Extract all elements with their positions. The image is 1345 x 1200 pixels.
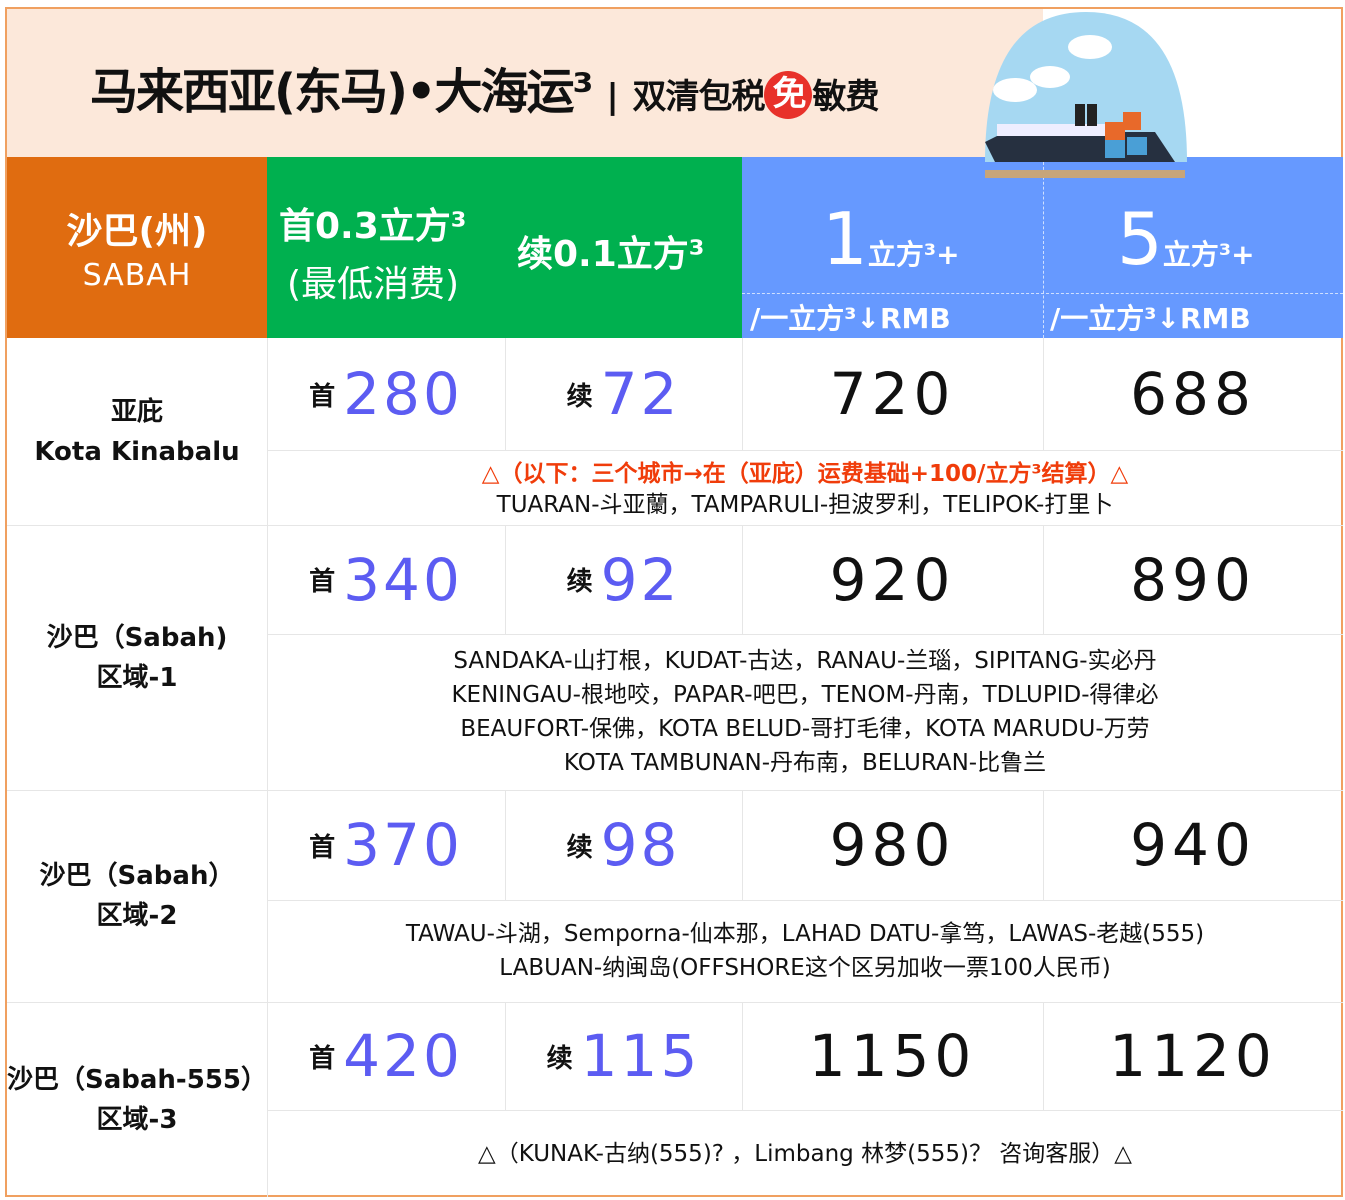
header-region-en: SABAH — [82, 258, 192, 293]
region-cell: 沙巴（Sabah） 区域-2 — [39, 861, 235, 931]
table-frame — [5, 7, 1343, 1197]
tier1-price: 920 — [829, 545, 956, 614]
tier1-price: 1150 — [808, 1022, 977, 1090]
cont-price: 续 115 — [546, 1022, 701, 1090]
tier1-price: 980 — [829, 811, 956, 879]
first-price: 首 280 — [309, 360, 463, 428]
header-min-charge: (最低消费) — [287, 264, 460, 305]
header-tiers: 1立方³+ /一立方³↓RMB 5立方³+ /一立方³↓RMB — [742, 157, 1343, 338]
notes: △（以下：三个城市→在（亚庇）运费基础+100/立方³结算）△ TUARAN-斗亚… — [481, 460, 1129, 518]
tier5-price: 688 — [1130, 360, 1256, 428]
cont-price: 续 98 — [566, 811, 681, 879]
free-badge: 免 — [764, 71, 813, 119]
ship-illustration — [985, 12, 1187, 178]
notes: SANDAKA-山打根，KUDAT-古达，RANAU-兰瑙，SIPITANG-实… — [451, 648, 1159, 776]
header-region-cn: 沙巴(州) — [66, 211, 208, 252]
header-tier5: 5立方³+ — [1117, 197, 1255, 281]
first-price: 首 420 — [309, 1022, 463, 1090]
notes: TAWAU-斗湖，Semporna-仙本那，LAHAD DATU-拿笃，LAWA… — [405, 921, 1205, 981]
tier1-price: 720 — [829, 360, 956, 428]
title-separator: | — [606, 77, 618, 117]
header-cont: 续0.1立方³ — [517, 234, 705, 275]
header-region: 沙巴(州) SABAH — [7, 157, 267, 338]
cont-price: 续 92 — [566, 545, 681, 614]
region-cell: 沙巴（Sabah) 区域-1 — [46, 622, 228, 693]
title-banner — [7, 9, 1043, 157]
region-cell: 亚庇 Kota Kinabalu — [34, 396, 240, 467]
tier5-price: 940 — [1130, 811, 1256, 879]
page-title: 马来西亚(东马)•大海运³ | 双清包税免敏费 — [90, 52, 879, 122]
header-first: 首0.3立方³ — [279, 206, 467, 247]
header-tier1: 1立方³+ — [822, 197, 960, 281]
header-tier5-unit: /一立方³↓RMB — [1050, 302, 1251, 335]
region-cell: 沙巴（Sabah-555） 区域-3 — [7, 1064, 268, 1135]
first-price: 首 340 — [309, 545, 463, 614]
title-sub-a: 双清包税 — [632, 77, 765, 117]
notes: △（KUNAK-古纳(555)? ，Limbang 林梦(555)？ 咨询客服）… — [478, 1140, 1132, 1167]
title-sub-b: 敏费 — [812, 77, 879, 117]
tier5-price: 1120 — [1109, 1022, 1277, 1090]
cont-price: 续 72 — [566, 360, 681, 428]
tier5-price: 890 — [1130, 545, 1256, 614]
title-main: 马来西亚(东马)•大海运³ — [90, 64, 594, 120]
first-price: 首 370 — [309, 811, 463, 879]
header-first-cont: 首0.3立方³ (最低消费) 续0.1立方³ — [267, 157, 742, 338]
header-tier1-unit: /一立方³↓RMB — [750, 302, 951, 335]
